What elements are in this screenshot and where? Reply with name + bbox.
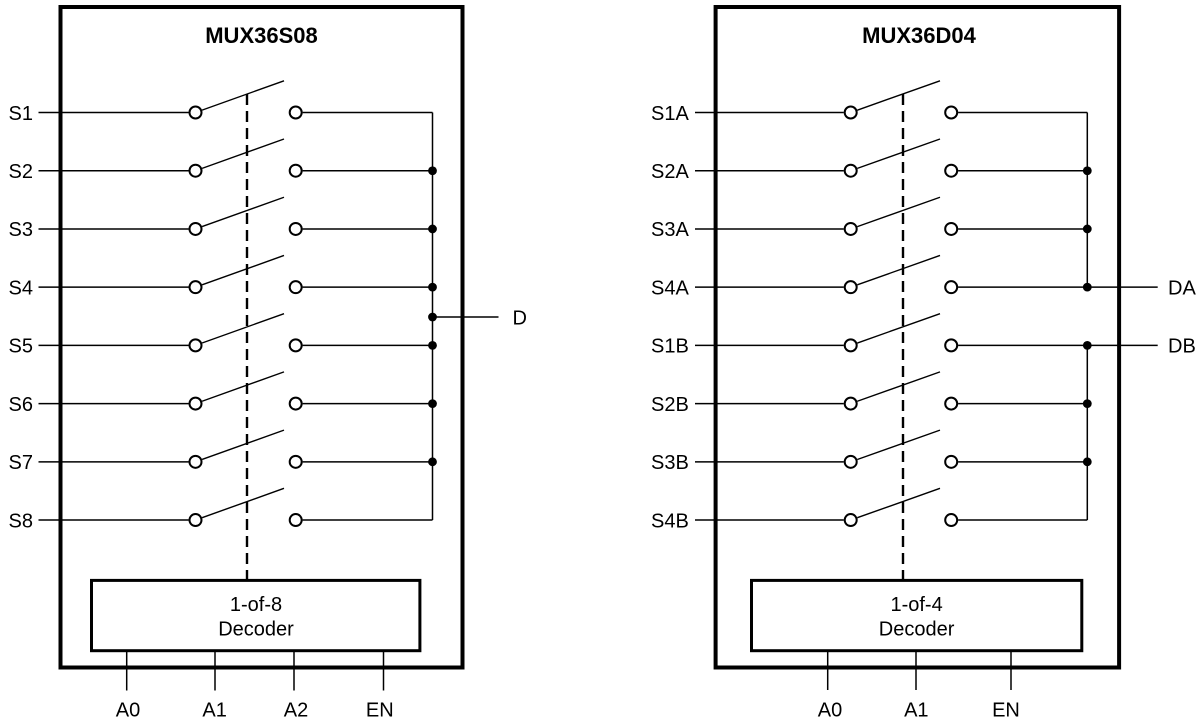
svg-text:EN: EN — [366, 700, 394, 722]
svg-text:EN: EN — [992, 700, 1020, 722]
svg-text:S2B: S2B — [651, 394, 689, 416]
svg-text:A1: A1 — [904, 700, 928, 722]
svg-text:S6: S6 — [9, 394, 33, 416]
svg-text:S4A: S4A — [651, 277, 689, 299]
svg-text:MUX36S08: MUX36S08 — [205, 23, 318, 48]
svg-text:S3B: S3B — [651, 452, 689, 474]
svg-text:S3A: S3A — [651, 219, 689, 241]
svg-text:Decoder: Decoder — [218, 618, 294, 640]
svg-text:D: D — [513, 307, 527, 329]
svg-text:S1B: S1B — [651, 336, 689, 358]
svg-text:A1: A1 — [202, 700, 226, 722]
svg-text:S3: S3 — [9, 219, 33, 241]
svg-text:S2: S2 — [9, 161, 33, 183]
svg-text:DA: DA — [1168, 277, 1196, 299]
svg-text:S1: S1 — [9, 103, 33, 125]
svg-text:S4B: S4B — [651, 510, 689, 532]
svg-text:S5: S5 — [9, 336, 33, 358]
svg-text:A2: A2 — [284, 700, 308, 722]
svg-text:S8: S8 — [9, 510, 33, 532]
svg-text:S4: S4 — [9, 277, 33, 299]
svg-text:MUX36D04: MUX36D04 — [862, 23, 976, 48]
svg-text:1-of-8: 1-of-8 — [230, 594, 282, 616]
svg-text:A0: A0 — [818, 700, 842, 722]
svg-text:1-of-4: 1-of-4 — [890, 594, 942, 616]
svg-text:S7: S7 — [9, 452, 33, 474]
svg-text:A0: A0 — [116, 700, 140, 722]
svg-text:DB: DB — [1168, 336, 1196, 358]
svg-text:S2A: S2A — [651, 161, 689, 183]
svg-text:Decoder: Decoder — [879, 618, 955, 640]
svg-text:S1A: S1A — [651, 103, 689, 125]
